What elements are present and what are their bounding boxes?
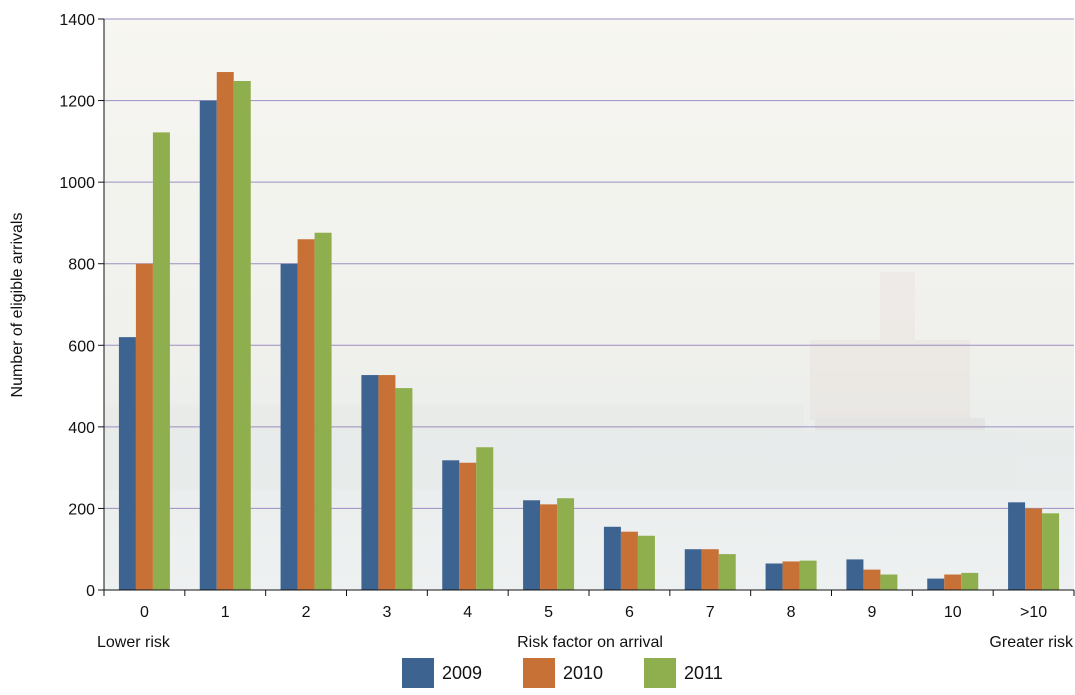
bar-2009-9 xyxy=(846,559,864,590)
bar-2009-3 xyxy=(361,375,379,590)
bar-2011-7 xyxy=(718,554,736,590)
bar-2011-6 xyxy=(637,535,655,590)
bar-2010->10 xyxy=(1025,508,1043,590)
bar-2011-3 xyxy=(395,388,413,590)
y-tick-label: 1400 xyxy=(59,12,95,29)
legend-item-2011: 2011 xyxy=(644,658,723,688)
bar-2009-4 xyxy=(442,460,460,590)
bar-2010-1 xyxy=(216,72,234,591)
x-tick-label: 3 xyxy=(382,604,391,621)
bar-2011-9 xyxy=(880,574,898,590)
x-tick-label: 5 xyxy=(544,604,553,621)
legend-swatch-2010 xyxy=(523,658,555,688)
bar-2011-8 xyxy=(799,560,817,590)
bar-2010-5 xyxy=(540,504,558,590)
bar-2011-4 xyxy=(476,447,494,590)
y-tick-label: 0 xyxy=(86,583,95,600)
grid-lines xyxy=(104,18,1074,509)
bar-2011-1 xyxy=(233,80,251,590)
bar-2011-0 xyxy=(152,132,170,591)
y-tick-label: 1200 xyxy=(59,94,95,111)
legend-swatch-2011 xyxy=(644,658,676,688)
x-tick-label: 0 xyxy=(140,604,149,621)
bar-2009-0 xyxy=(118,337,136,590)
legend-label-2011: 2011 xyxy=(684,662,723,683)
axes xyxy=(98,18,1075,596)
axis-labels: 0 200 400 600 800 1000 1200 1400 0 1 2 3 4 5 6 7 8 9 10 >10 xyxy=(59,12,1047,621)
bar-2010-8 xyxy=(782,561,800,590)
x-left-note: Lower risk xyxy=(97,634,171,651)
y-tick-label: 200 xyxy=(68,501,95,518)
bar-2010-4 xyxy=(459,462,477,590)
x-tick-label: 6 xyxy=(625,604,634,621)
bar-2011->10 xyxy=(1042,513,1060,590)
x-tick-label: >10 xyxy=(1020,604,1047,621)
bar-2009-2 xyxy=(280,263,298,590)
bar-2009-7 xyxy=(684,549,702,590)
plot-background xyxy=(104,19,1074,590)
x-tick-label: 9 xyxy=(867,604,876,621)
bar-2011-2 xyxy=(314,232,332,590)
bar-2011-5 xyxy=(557,498,575,590)
x-tick-label: 10 xyxy=(944,604,962,621)
bar-2010-6 xyxy=(620,531,638,590)
bar-2010-3 xyxy=(378,375,396,590)
y-tick-label: 400 xyxy=(68,420,95,437)
y-tick-label: 600 xyxy=(68,338,95,355)
y-axis-title: Number of eligible arrivals xyxy=(9,213,26,398)
legend-item-2010: 2010 xyxy=(523,658,603,688)
x-tick-label: 4 xyxy=(463,604,472,621)
y-tick-label: 1000 xyxy=(59,175,95,192)
legend: 2009 2010 2011 xyxy=(0,658,1075,690)
bar-2009->10 xyxy=(1008,502,1026,590)
legend-label-2009: 2009 xyxy=(442,662,483,683)
bar-2009-8 xyxy=(765,563,783,590)
bars xyxy=(118,72,1060,591)
x-right-note: Greater risk xyxy=(989,634,1074,651)
x-tick-label: 7 xyxy=(706,604,715,621)
x-tick-label: 2 xyxy=(302,604,311,621)
chart: 0 200 400 600 800 1000 1200 1400 0 1 2 3 4 5 6 7 8 9 10 >10… xyxy=(9,12,1075,651)
bar-2009-1 xyxy=(199,100,217,591)
x-tick-label: 8 xyxy=(787,604,796,621)
bar-2010-9 xyxy=(863,569,881,590)
bar-2010-0 xyxy=(135,263,153,590)
x-axis-title: Risk factor on arrival xyxy=(517,634,663,651)
legend-item-2009: 2009 xyxy=(402,658,482,688)
bar-2010-7 xyxy=(701,549,719,590)
bar-2009-10 xyxy=(927,578,945,590)
bar-2010-10 xyxy=(944,574,962,590)
legend-swatch-2009 xyxy=(402,658,434,688)
y-tick-label: 800 xyxy=(68,257,95,274)
x-tick-label: 1 xyxy=(221,604,230,621)
bar-2010-2 xyxy=(297,239,315,590)
legend-label-2010: 2010 xyxy=(563,662,604,683)
bar-2009-5 xyxy=(523,500,541,590)
bar-2009-6 xyxy=(603,526,621,590)
bar-2011-10 xyxy=(961,572,979,590)
